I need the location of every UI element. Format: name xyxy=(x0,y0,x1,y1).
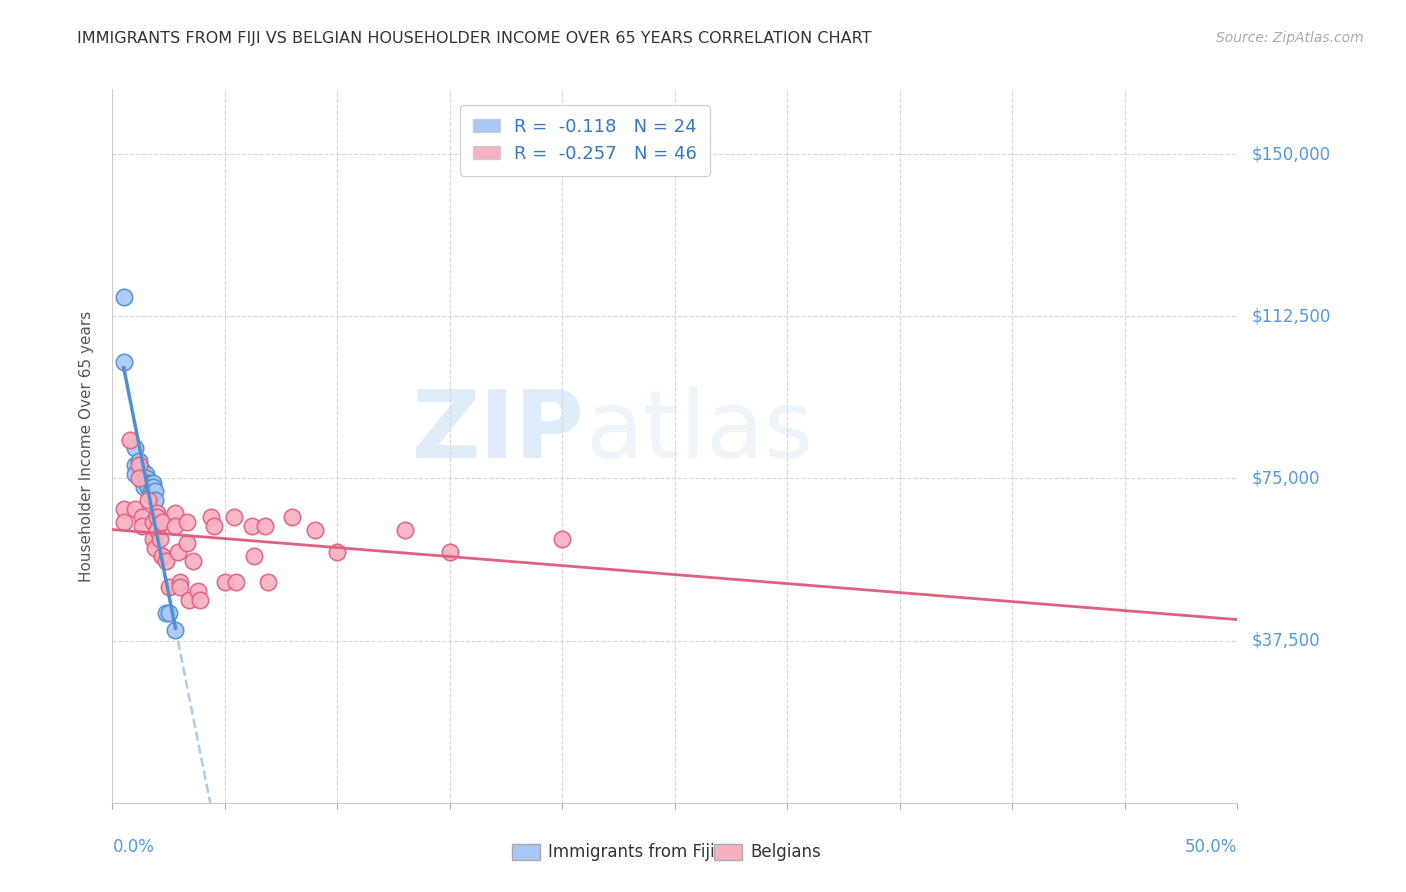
Point xyxy=(124,458,146,473)
Point xyxy=(143,484,166,499)
Text: Belgians: Belgians xyxy=(751,843,821,861)
Point xyxy=(124,501,146,516)
Point xyxy=(124,441,146,455)
Point xyxy=(169,580,191,594)
Text: Immigrants from Fiji: Immigrants from Fiji xyxy=(548,843,714,861)
Point xyxy=(112,354,135,368)
Point xyxy=(138,480,160,494)
Point xyxy=(112,501,135,516)
Text: IMMIGRANTS FROM FIJI VS BELGIAN HOUSEHOLDER INCOME OVER 65 YEARS CORRELATION CHA: IMMIGRANTS FROM FIJI VS BELGIAN HOUSEHOL… xyxy=(77,31,872,46)
Point xyxy=(131,519,153,533)
Point xyxy=(124,467,146,482)
Point xyxy=(439,545,461,559)
Point xyxy=(149,532,172,546)
Point xyxy=(177,592,200,607)
Point xyxy=(166,545,188,559)
Point xyxy=(146,524,169,538)
Point xyxy=(138,475,160,490)
Point xyxy=(155,606,177,620)
Point xyxy=(155,553,177,567)
Point xyxy=(128,454,150,468)
Point xyxy=(131,463,153,477)
Point xyxy=(120,433,142,447)
Point xyxy=(150,549,173,564)
Point xyxy=(131,510,153,524)
Point xyxy=(139,489,162,503)
Y-axis label: Householder Income Over 65 years: Householder Income Over 65 years xyxy=(79,310,94,582)
Point xyxy=(176,536,198,550)
Point xyxy=(157,606,180,620)
Point xyxy=(146,506,169,520)
Point xyxy=(112,290,135,304)
Point xyxy=(165,506,187,520)
Point xyxy=(256,575,278,590)
Point xyxy=(143,541,166,555)
Point xyxy=(143,493,166,508)
Point xyxy=(131,469,153,483)
Point xyxy=(139,484,162,499)
Point xyxy=(150,515,173,529)
Point xyxy=(131,474,153,488)
Point xyxy=(254,519,277,533)
Text: atlas: atlas xyxy=(585,385,813,478)
Point xyxy=(240,519,263,533)
Point xyxy=(132,480,155,494)
Point xyxy=(222,510,245,524)
Point xyxy=(243,549,266,564)
Point xyxy=(142,515,165,529)
Point xyxy=(183,553,205,567)
Point xyxy=(200,510,222,524)
Text: Source: ZipAtlas.com: Source: ZipAtlas.com xyxy=(1216,31,1364,45)
Text: $37,500: $37,500 xyxy=(1251,632,1320,649)
Point xyxy=(146,510,169,524)
Point xyxy=(128,471,150,485)
Point xyxy=(202,519,225,533)
FancyBboxPatch shape xyxy=(512,844,540,860)
Point xyxy=(165,623,187,637)
Point xyxy=(394,524,416,538)
Point xyxy=(138,493,160,508)
Point xyxy=(135,467,157,482)
Text: ZIP: ZIP xyxy=(412,385,585,478)
Point xyxy=(165,519,187,533)
Point xyxy=(128,458,150,473)
Text: $150,000: $150,000 xyxy=(1251,145,1330,163)
Text: 50.0%: 50.0% xyxy=(1185,838,1237,856)
Point xyxy=(176,515,198,529)
Text: 0.0%: 0.0% xyxy=(112,838,155,856)
Point xyxy=(150,549,173,564)
Point xyxy=(326,545,349,559)
Point xyxy=(142,475,165,490)
Point xyxy=(112,515,135,529)
Point xyxy=(142,480,165,494)
Point xyxy=(188,592,211,607)
Point xyxy=(187,583,209,598)
Point xyxy=(214,575,236,590)
Point xyxy=(225,575,247,590)
Point xyxy=(281,510,304,524)
Point xyxy=(142,532,165,546)
Point xyxy=(157,580,180,594)
Point xyxy=(304,524,326,538)
Text: $112,500: $112,500 xyxy=(1251,307,1330,326)
Text: $75,000: $75,000 xyxy=(1251,469,1320,487)
Point xyxy=(169,575,191,590)
Legend: R =  -0.118   N = 24, R =  -0.257   N = 46: R = -0.118 N = 24, R = -0.257 N = 46 xyxy=(460,105,710,176)
Point xyxy=(135,471,157,485)
Point xyxy=(551,532,574,546)
FancyBboxPatch shape xyxy=(714,844,742,860)
